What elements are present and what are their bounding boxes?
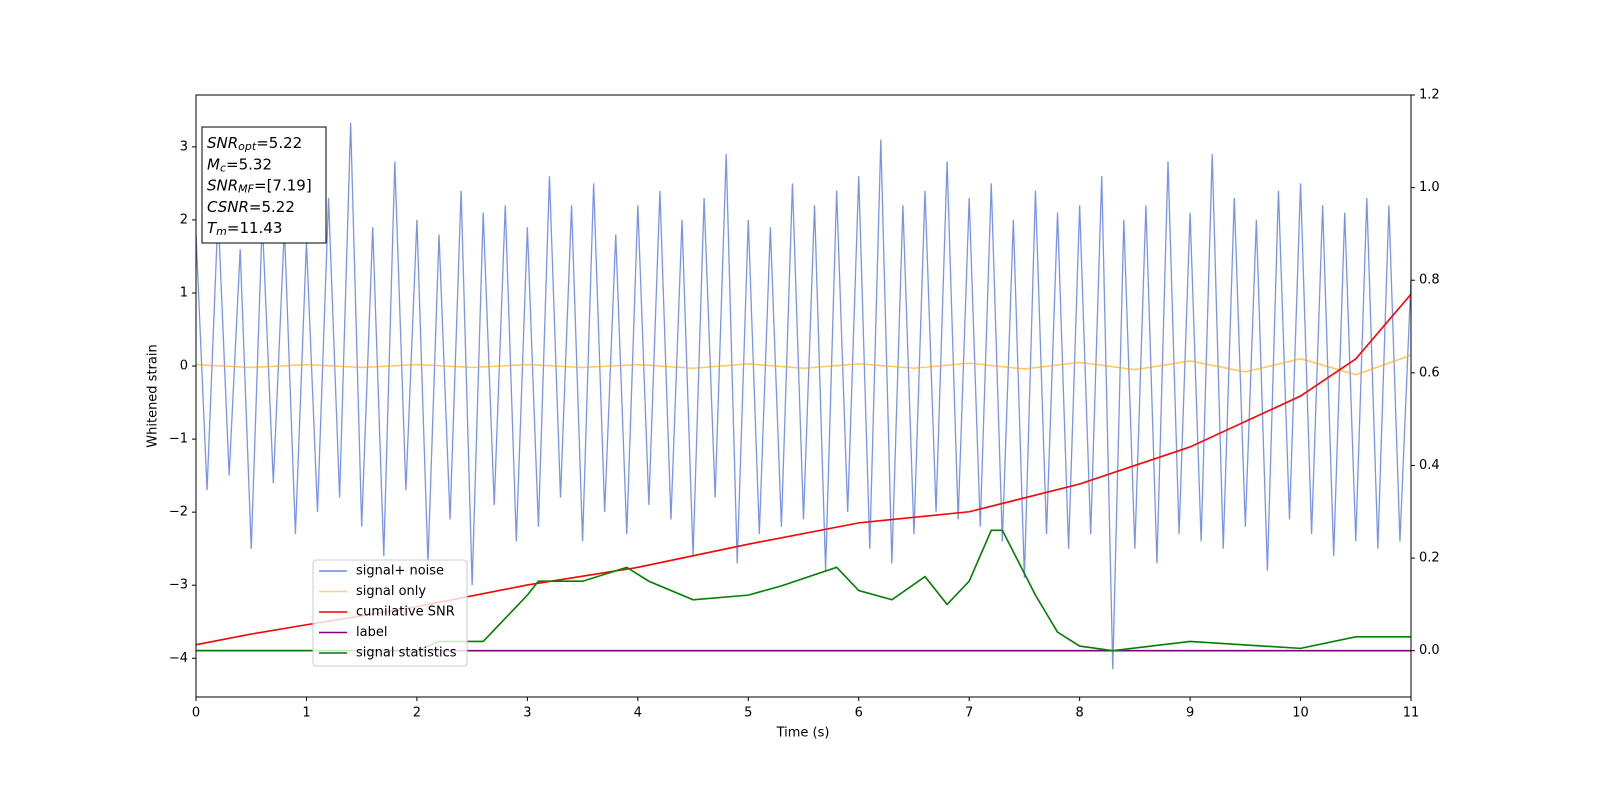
- annotation-symbol: SNR: [207, 134, 238, 152]
- annotation-text: =5.32: [226, 155, 272, 173]
- legend-label: signal only: [356, 584, 426, 599]
- legend-label: label: [356, 625, 387, 640]
- y-tick-label: −2: [169, 505, 188, 520]
- series-line: [196, 122, 1411, 670]
- x-tick-label: 0: [192, 706, 200, 721]
- legend-label: signal statistics: [356, 646, 457, 661]
- annotation-text: =5.22: [249, 197, 295, 215]
- annotation-symbol: M: [207, 155, 220, 173]
- annotation-line: SNRopt=5.22: [207, 134, 302, 154]
- y2-tick-label: 0.0: [1419, 643, 1440, 658]
- y-tick-label: 1: [180, 285, 188, 300]
- y-tick-label: −4: [169, 651, 188, 666]
- y-axis-label: Whitened strain: [146, 344, 161, 447]
- y2-tick-label: 0.6: [1419, 365, 1440, 380]
- y-tick-label: 3: [180, 139, 188, 154]
- annotation-line: Tm=11.43: [207, 219, 282, 239]
- y-tick-label: 2: [180, 212, 188, 227]
- y2-tick-label: 0.4: [1419, 458, 1440, 473]
- x-tick-label: 3: [523, 706, 531, 721]
- legend-box: [312, 559, 468, 667]
- series-line: [196, 529, 1411, 652]
- annotation-line: Mc=5.32: [207, 155, 272, 175]
- annotation-symbol: T: [207, 219, 218, 237]
- annotation-symbol: CSNR: [207, 197, 249, 215]
- annotation-sub: opt: [238, 140, 257, 153]
- y-tick-label: −3: [169, 578, 188, 593]
- legend-label: signal+ noise: [356, 564, 444, 579]
- plot-frame: [195, 94, 1412, 698]
- series-line: [196, 354, 1411, 376]
- annotation-text: =11.43: [227, 219, 283, 237]
- x-tick-label: 8: [1075, 706, 1083, 721]
- x-tick-label: 11: [1403, 706, 1420, 721]
- x-tick-label: 9: [1186, 706, 1194, 721]
- y2-tick-label: 0.2: [1419, 551, 1440, 566]
- y2-tick-label: 1.0: [1419, 180, 1440, 195]
- x-tick-label: 6: [855, 706, 863, 721]
- annotation-line: CSNR=5.22: [207, 197, 295, 215]
- x-tick-label: 5: [744, 706, 752, 721]
- y-tick-label: 0: [180, 359, 188, 374]
- x-tick-label: 4: [634, 706, 642, 721]
- x-tick-label: 10: [1292, 706, 1309, 721]
- annotation-text: =5.22: [256, 134, 302, 152]
- x-axis-label: Time (s): [776, 726, 830, 741]
- annotation-sub: c: [220, 161, 226, 174]
- legend-label: cumilative SNR: [356, 605, 455, 620]
- annotation-sub: MF: [238, 183, 254, 196]
- annotation-symbol: SNR: [207, 176, 238, 194]
- x-tick-label: 7: [965, 706, 973, 721]
- annotation-line: SNRMF=[7.19]: [207, 176, 312, 196]
- y-tick-label: −1: [169, 432, 188, 447]
- annotation-box: [201, 126, 327, 244]
- annotation-text: =[7.19]: [254, 176, 312, 194]
- x-tick-label: 1: [302, 706, 310, 721]
- annotation-sub: m: [216, 225, 227, 238]
- y2-tick-label: 1.2: [1419, 88, 1440, 103]
- x-tick-label: 2: [413, 706, 421, 721]
- y2-tick-label: 0.8: [1419, 273, 1440, 288]
